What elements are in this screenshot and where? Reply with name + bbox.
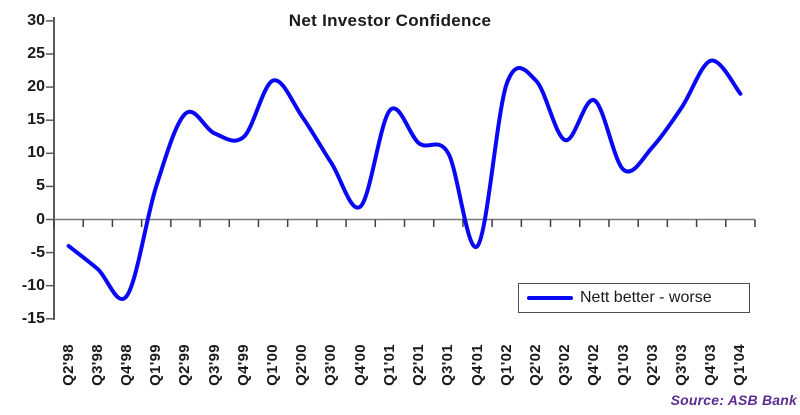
y-tick-label: -15 [21, 309, 45, 327]
x-tick-label: Q4'03 [702, 344, 720, 386]
legend-line-swatch [527, 296, 573, 300]
x-tick-label: Q2'00 [293, 344, 311, 386]
legend-series-label: Nett better - worse [580, 289, 712, 306]
x-tick-label: Q3'00 [322, 344, 340, 386]
y-tick-label: 20 [27, 78, 45, 96]
x-tick-label: Q4'98 [118, 344, 136, 386]
series-line-nett-better-worse [66, 58, 743, 301]
y-tick-label: 15 [27, 111, 45, 129]
x-tick-label: Q2'03 [643, 344, 661, 386]
y-tick-label: 5 [36, 177, 45, 195]
x-tick-label: Q4'01 [468, 344, 486, 386]
legend: Nett better - worse [518, 283, 750, 313]
x-tick-label: Q3'02 [556, 344, 574, 386]
chart-title: Net Investor Confidence [288, 11, 492, 30]
y-tick-label: 0 [36, 210, 45, 228]
x-tick-label: Q3'03 [672, 344, 690, 386]
y-tick-label: 25 [27, 45, 45, 62]
x-tick-label: Q4'00 [351, 344, 369, 386]
x-tick-label: Q1'04 [731, 344, 749, 386]
y-tick-label: 30 [27, 11, 45, 29]
y-tick-label: 10 [27, 144, 45, 162]
x-tick-label: Q2'98 [59, 344, 77, 386]
y-tick-label: -5 [30, 243, 45, 261]
x-tick-label: Q1'01 [380, 344, 398, 386]
x-tick-label: Q4'99 [234, 344, 252, 386]
x-tick-label: Q3'01 [439, 344, 457, 386]
x-tick-label: Q4'02 [585, 344, 603, 386]
source-credit: Source: ASB Bank [670, 392, 797, 408]
x-tick-label: Q2'99 [176, 344, 194, 386]
x-tick-label: Q1'02 [497, 344, 515, 386]
x-tick-label: Q2'01 [410, 344, 428, 386]
x-tick-label: Q1'99 [147, 344, 165, 386]
x-tick-label: Q1'00 [264, 344, 282, 386]
x-tick-label: Q3'98 [88, 344, 106, 386]
y-tick-label: -10 [21, 276, 45, 294]
x-tick-label: Q1'03 [614, 344, 632, 386]
x-tick-label: Q3'99 [205, 344, 223, 386]
x-tick-label: Q2'02 [526, 344, 544, 386]
